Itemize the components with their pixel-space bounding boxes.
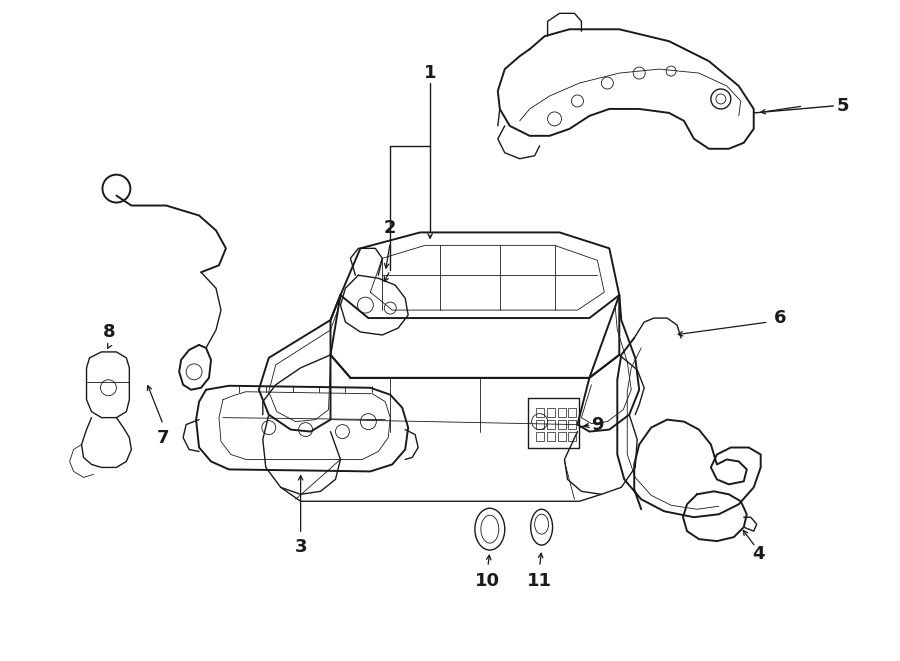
Text: 3: 3 — [294, 538, 307, 556]
Bar — [557, 420, 565, 428]
Bar — [569, 408, 577, 416]
Text: 4: 4 — [752, 545, 765, 563]
Text: 6: 6 — [774, 309, 787, 327]
Text: 11: 11 — [527, 572, 552, 590]
Text: 2: 2 — [384, 219, 397, 237]
Text: 9: 9 — [591, 416, 604, 434]
Text: 10: 10 — [475, 572, 500, 590]
Text: 7: 7 — [157, 428, 169, 447]
Bar — [546, 420, 554, 428]
Bar — [546, 408, 554, 416]
Bar — [557, 408, 565, 416]
Bar — [536, 432, 544, 440]
Bar — [536, 408, 544, 416]
Bar — [546, 432, 554, 440]
Text: 1: 1 — [424, 64, 436, 82]
Bar — [569, 432, 577, 440]
Text: 8: 8 — [104, 323, 116, 341]
Bar — [536, 420, 544, 428]
Text: 5: 5 — [837, 97, 850, 115]
Bar — [569, 420, 577, 428]
Bar — [557, 432, 565, 440]
